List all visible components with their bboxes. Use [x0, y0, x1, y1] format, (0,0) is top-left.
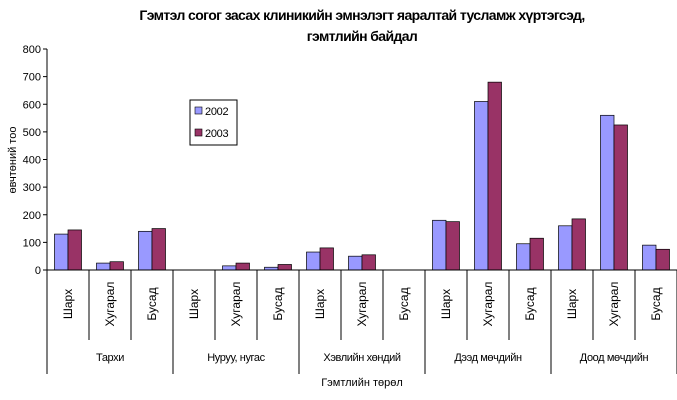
category-label-0: Шарх [61, 289, 75, 319]
group-label-4: Доод мөчдийн [580, 352, 649, 364]
bar-2002-10 [474, 101, 489, 271]
category-label-14: Бусад [649, 287, 663, 320]
category-label-1: Хугарал [103, 282, 117, 327]
category-label-7: Хугарал [355, 282, 369, 327]
bar-2002-6 [306, 251, 321, 271]
y-tick-label-800: 800 [23, 44, 41, 56]
bar-2002-9 [432, 219, 447, 271]
bar-2003-6 [319, 247, 334, 271]
category-label-13: Хугарал [607, 282, 621, 327]
bar-2002-12 [558, 225, 573, 271]
y-tick-label-600: 600 [23, 99, 41, 111]
bar-2002-2 [138, 230, 153, 271]
y-tick-label-700: 700 [23, 72, 41, 84]
y-tick-label-400: 400 [23, 155, 41, 167]
y-tick-label-100: 100 [23, 237, 41, 249]
bar-2002-1 [96, 262, 111, 271]
category-label-11: Бусад [523, 287, 537, 320]
chart-title-line-2: гэмтлийн байдал [307, 28, 417, 44]
bar-2003-11 [529, 237, 544, 271]
category-label-5: Бусад [271, 287, 285, 320]
bar-2002-13 [600, 114, 615, 271]
group-label-2: Хэвлийн хөндий [323, 352, 400, 364]
legend-swatch-2003 [194, 128, 203, 137]
group-label-1: Нуруу, нугас [207, 352, 265, 364]
bar-2002-0 [54, 233, 69, 271]
category-label-12: Шарх [565, 289, 579, 319]
bar-2002-4 [222, 265, 237, 271]
category-label-9: Шарх [439, 289, 453, 319]
category-label-3: Шарх [187, 289, 201, 319]
bar-2003-2 [151, 228, 166, 271]
bar-2002-11 [516, 243, 531, 271]
legend: 2002 2003 [189, 99, 238, 146]
bar-2003-9 [445, 221, 460, 271]
bar-2003-1 [109, 261, 124, 271]
legend-label-2003: 2003 [205, 128, 228, 140]
bar-2003-12 [571, 218, 586, 271]
category-label-10: Хугарал [481, 282, 495, 327]
category-label-6: Шарх [313, 289, 327, 319]
y-tick-label-500: 500 [23, 127, 41, 139]
x-axis-title: Гэмтлийн төрөл [321, 377, 403, 389]
legend-swatch-2002 [194, 106, 203, 115]
plot-area: 0 100 200 300 400 500 600 700 800 Шарх Хугарал Буса… [23, 44, 677, 374]
category-label-8: Бусад [397, 287, 411, 320]
bar-2003-4 [235, 262, 250, 271]
bar-2003-14 [655, 248, 670, 271]
bar-2003-5 [277, 264, 292, 271]
category-label-4: Хугарал [229, 282, 243, 327]
group-label-3: Дээд мөчдийн [454, 352, 522, 364]
y-axis-title: өвчтөний тоо [7, 127, 19, 194]
bar-2003-10 [487, 81, 502, 271]
y-tick-label-0: 0 [35, 265, 41, 277]
bar-2003-0 [67, 229, 82, 271]
bar-2002-14 [642, 244, 657, 271]
y-tick-label-300: 300 [23, 182, 41, 194]
category-label-2: Бусад [145, 287, 159, 320]
y-tick-label-200: 200 [23, 210, 41, 222]
bar-2003-7 [361, 254, 376, 271]
legend-label-2002: 2002 [205, 106, 228, 118]
chart-title-line-1: Гэмтэл согог засах клиникийн эмнэлэгт яа… [139, 7, 584, 23]
group-label-0: Тархи [96, 352, 124, 364]
bar-2002-7 [348, 255, 363, 271]
bar-2003-13 [613, 124, 628, 271]
